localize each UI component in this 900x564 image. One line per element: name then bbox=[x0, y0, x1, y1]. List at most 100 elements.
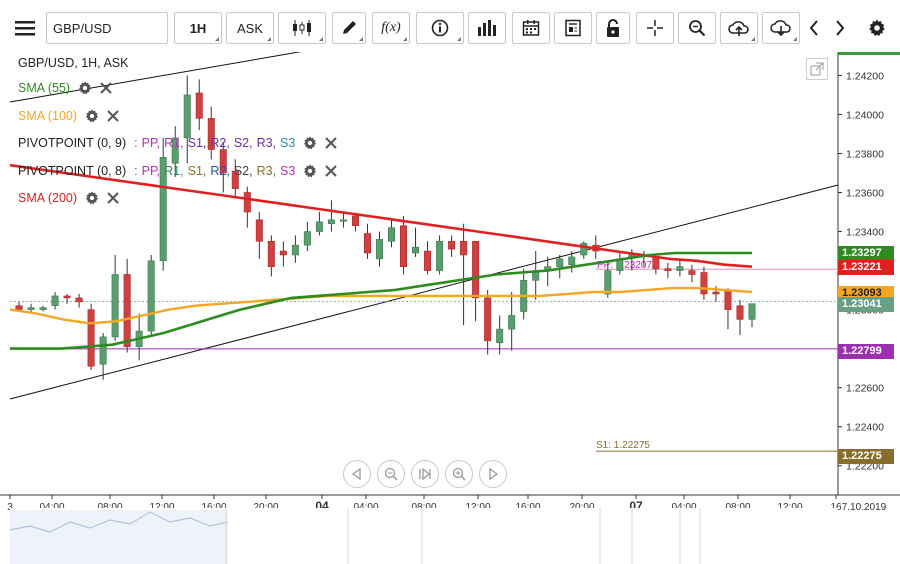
cloud-download-icon bbox=[770, 20, 791, 37]
gear-icon bbox=[869, 19, 885, 36]
badge-current-price: 1.23041 bbox=[838, 297, 894, 312]
timeframe-button[interactable]: 1H bbox=[174, 12, 222, 44]
scroll-back-button[interactable] bbox=[802, 12, 826, 44]
legend-pivot1-row[interactable]: PIVOTPOINT (0, 9) : PP, R1, S1, R2, S2, … bbox=[18, 136, 338, 150]
news-button[interactable] bbox=[554, 12, 592, 44]
x-tick-label: 04:00 bbox=[353, 502, 378, 513]
legend-pivot1-label: PIVOTPOINT (0, 9) bbox=[18, 136, 127, 150]
candle-body bbox=[195, 92, 203, 119]
upload-button[interactable] bbox=[720, 12, 758, 44]
candle-body bbox=[604, 270, 612, 295]
crosshair-button[interactable] bbox=[636, 12, 674, 44]
pencil-icon bbox=[343, 21, 356, 34]
x-tick-label: 04:00 bbox=[671, 502, 696, 513]
sma200-settings-icon[interactable] bbox=[85, 191, 99, 205]
candle-body bbox=[676, 266, 684, 271]
menu-button[interactable] bbox=[8, 12, 42, 44]
price-chart[interactable]: 1.24200 1.24000 1.23800 1.23600 1.23400 1.232… bbox=[0, 52, 900, 564]
candle-body bbox=[375, 239, 383, 260]
candle-body bbox=[748, 303, 756, 320]
price-axis-top-marker bbox=[838, 52, 900, 55]
candle-body bbox=[171, 137, 179, 164]
nav-right-button[interactable] bbox=[479, 460, 507, 488]
info-button[interactable] bbox=[416, 12, 464, 44]
expand-chart-button[interactable] bbox=[806, 58, 828, 80]
candle-body bbox=[363, 233, 371, 254]
candle-body bbox=[568, 256, 576, 266]
candle-body bbox=[400, 225, 408, 267]
candle-body bbox=[736, 305, 744, 320]
chart-type-button[interactable] bbox=[278, 12, 326, 44]
pivot2-s3: S3 bbox=[280, 164, 296, 178]
zoom-in-icon bbox=[452, 467, 466, 481]
chart-area[interactable]: 1.24200 1.24000 1.23800 1.23600 1.23400 1.232… bbox=[0, 52, 900, 564]
legend-sma55-row[interactable]: SMA (55) bbox=[18, 81, 112, 95]
y-tick-label: 1.24200 bbox=[846, 70, 884, 82]
candle-body bbox=[315, 221, 323, 232]
candle-body bbox=[496, 328, 504, 344]
sma200-close-icon[interactable] bbox=[107, 192, 119, 204]
candle-body bbox=[159, 157, 167, 262]
pivot1-close-icon[interactable] bbox=[325, 137, 338, 149]
sma200-line bbox=[9, 163, 753, 268]
lock-button[interactable] bbox=[596, 12, 630, 44]
price-type-button[interactable]: ASK bbox=[226, 12, 274, 44]
x-tick-label: 08:00 bbox=[725, 502, 750, 513]
candle-body bbox=[436, 240, 444, 271]
x-tick-label: 20:00 bbox=[569, 502, 594, 513]
scroll-forward-button[interactable] bbox=[828, 12, 852, 44]
x-tick-label: 12:00 bbox=[465, 502, 490, 513]
zoom-in-button[interactable] bbox=[445, 460, 473, 488]
calendar-button[interactable] bbox=[512, 12, 550, 44]
download-button[interactable] bbox=[762, 12, 800, 44]
candle-body bbox=[243, 192, 251, 213]
pivot1-settings-icon[interactable] bbox=[303, 136, 317, 150]
candle-body bbox=[460, 240, 468, 256]
zoom-button[interactable] bbox=[678, 12, 716, 44]
triangle-right-icon bbox=[489, 468, 499, 480]
candle-body bbox=[327, 219, 335, 225]
pivot2-s1: S1, bbox=[187, 164, 207, 178]
candle-body bbox=[111, 274, 119, 338]
candle-body bbox=[556, 258, 564, 267]
pivot1-pp: PP, bbox=[141, 136, 161, 150]
legend-sma200-row[interactable]: SMA (200) bbox=[18, 191, 119, 205]
calendar-icon bbox=[522, 20, 540, 36]
zoom-icon bbox=[689, 20, 706, 37]
indicators-button[interactable]: f(x) bbox=[372, 12, 410, 44]
candle-body bbox=[75, 297, 83, 303]
y-tick-label: 1.22600 bbox=[846, 383, 884, 395]
legend-sma100-row[interactable]: SMA (100) bbox=[18, 109, 119, 123]
sma55-close-icon[interactable] bbox=[100, 82, 112, 94]
reset-icon bbox=[419, 467, 431, 481]
symbol-input[interactable] bbox=[46, 12, 168, 44]
reset-view-button[interactable] bbox=[411, 460, 439, 488]
pivot1-s3: S3 bbox=[280, 136, 296, 150]
crosshair-icon bbox=[647, 20, 663, 36]
pivot1-r2: R2, bbox=[210, 136, 230, 150]
pivot2-close-icon[interactable] bbox=[325, 165, 338, 177]
price-type-label: ASK bbox=[236, 20, 263, 36]
draw-tool-button[interactable] bbox=[332, 12, 366, 44]
legend-pivot2-row[interactable]: PIVOTPOINT (0, 8) : PP, R1, S1, R2, S2, … bbox=[18, 164, 338, 178]
sma100-close-icon[interactable] bbox=[107, 110, 119, 122]
volume-button[interactable] bbox=[468, 12, 506, 44]
legend-sma100-label: SMA (100) bbox=[18, 109, 78, 123]
legend-pivot2-label: PIVOTPOINT (0, 8) bbox=[18, 164, 127, 178]
zoom-out-button[interactable] bbox=[377, 460, 405, 488]
trendline-upper bbox=[9, 52, 302, 103]
pivot2-settings-icon[interactable] bbox=[303, 164, 317, 178]
x-tick-label: 08:00 bbox=[411, 502, 436, 513]
candle-body bbox=[183, 94, 191, 139]
candle-body bbox=[279, 250, 287, 256]
settings-button[interactable] bbox=[862, 12, 892, 44]
sma55-settings-icon[interactable] bbox=[78, 81, 92, 95]
sma100-settings-icon[interactable] bbox=[85, 109, 99, 123]
candle-body bbox=[207, 118, 215, 150]
cloud-upload-icon bbox=[728, 21, 749, 36]
nav-left-button[interactable] bbox=[343, 460, 371, 488]
candle-body bbox=[664, 268, 672, 271]
y-tick-label: 1.22400 bbox=[846, 422, 884, 434]
y-tick-label: 1.23800 bbox=[846, 148, 884, 160]
candle-body bbox=[412, 246, 420, 254]
